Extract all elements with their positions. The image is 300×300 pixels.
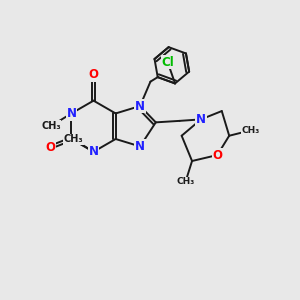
Text: N: N (135, 100, 145, 112)
Text: O: O (88, 68, 98, 81)
Text: CH₃: CH₃ (64, 134, 83, 144)
Text: N: N (196, 113, 206, 126)
Text: N: N (135, 140, 145, 153)
Text: O: O (45, 141, 55, 154)
Text: CH₃: CH₃ (242, 126, 260, 135)
Text: CH₃: CH₃ (41, 121, 61, 131)
Text: O: O (212, 148, 222, 162)
Text: N: N (66, 107, 76, 120)
Text: Cl: Cl (161, 56, 174, 68)
Text: N: N (88, 145, 98, 158)
Text: CH₃: CH₃ (176, 177, 195, 186)
